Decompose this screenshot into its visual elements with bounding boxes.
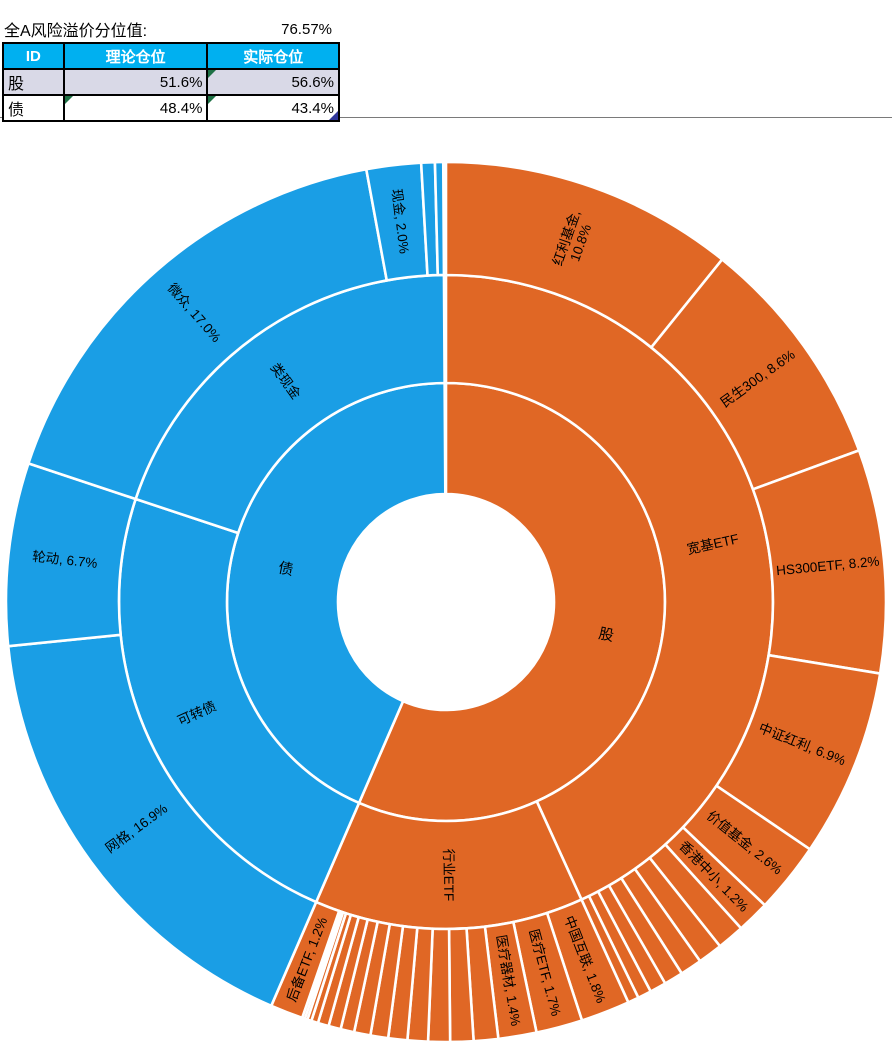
cell-bond-theory-value: 48.4% (159, 99, 203, 117)
slice-label: 行业ETF (441, 849, 456, 902)
error-flag-icon (209, 97, 217, 104)
frozen-pane: 全A风险溢价分位值: 76.57% ID 理论仓位 实际仓位 股 51.6% 5… (2, 16, 340, 122)
slice-label: 股 (597, 625, 615, 645)
column-header-actual[interactable]: 实际仓位 (206, 42, 340, 70)
cell-bond-theory[interactable]: 48.4% (62, 94, 209, 122)
risk-premium-label: 全A风险溢价分位值: (4, 23, 148, 40)
cell-stock-id[interactable]: 股 (2, 68, 65, 96)
risk-premium-value[interactable]: 76.57% (281, 20, 332, 38)
cell-bond-id[interactable]: 债 (2, 94, 65, 122)
error-flag-icon (209, 71, 217, 78)
risk-premium-row: 全A风险溢价分位值: 76.57% (2, 16, 340, 42)
column-header-theory[interactable]: 理论仓位 (62, 42, 209, 70)
sunburst-slice[interactable] (433, 160, 446, 277)
cell-stock-actual-value: 56.6% (291, 73, 334, 91)
pane-divider (0, 117, 892, 118)
position-table: ID 理论仓位 实际仓位 股 51.6% 56.6% 债 48.4% 43.4% (2, 42, 340, 122)
table-row-stock: 股 51.6% 56.6% (2, 68, 340, 96)
cell-stock-theory[interactable]: 51.6% (62, 68, 209, 96)
column-header-id[interactable]: ID (2, 42, 65, 70)
table-row-bond: 债 48.4% 43.4% (2, 94, 340, 122)
cell-stock-actual[interactable]: 56.6% (206, 68, 340, 96)
slice-label: 轮动, 6.7% (32, 549, 99, 571)
comment-corner-icon (329, 111, 338, 119)
table-header-row: ID 理论仓位 实际仓位 (2, 42, 340, 70)
cell-bond-actual[interactable]: 43.4% (206, 94, 340, 122)
error-flag-icon (65, 97, 73, 104)
cell-bond-actual-value: 43.4% (291, 99, 334, 117)
slice-label: 债 (277, 560, 295, 580)
